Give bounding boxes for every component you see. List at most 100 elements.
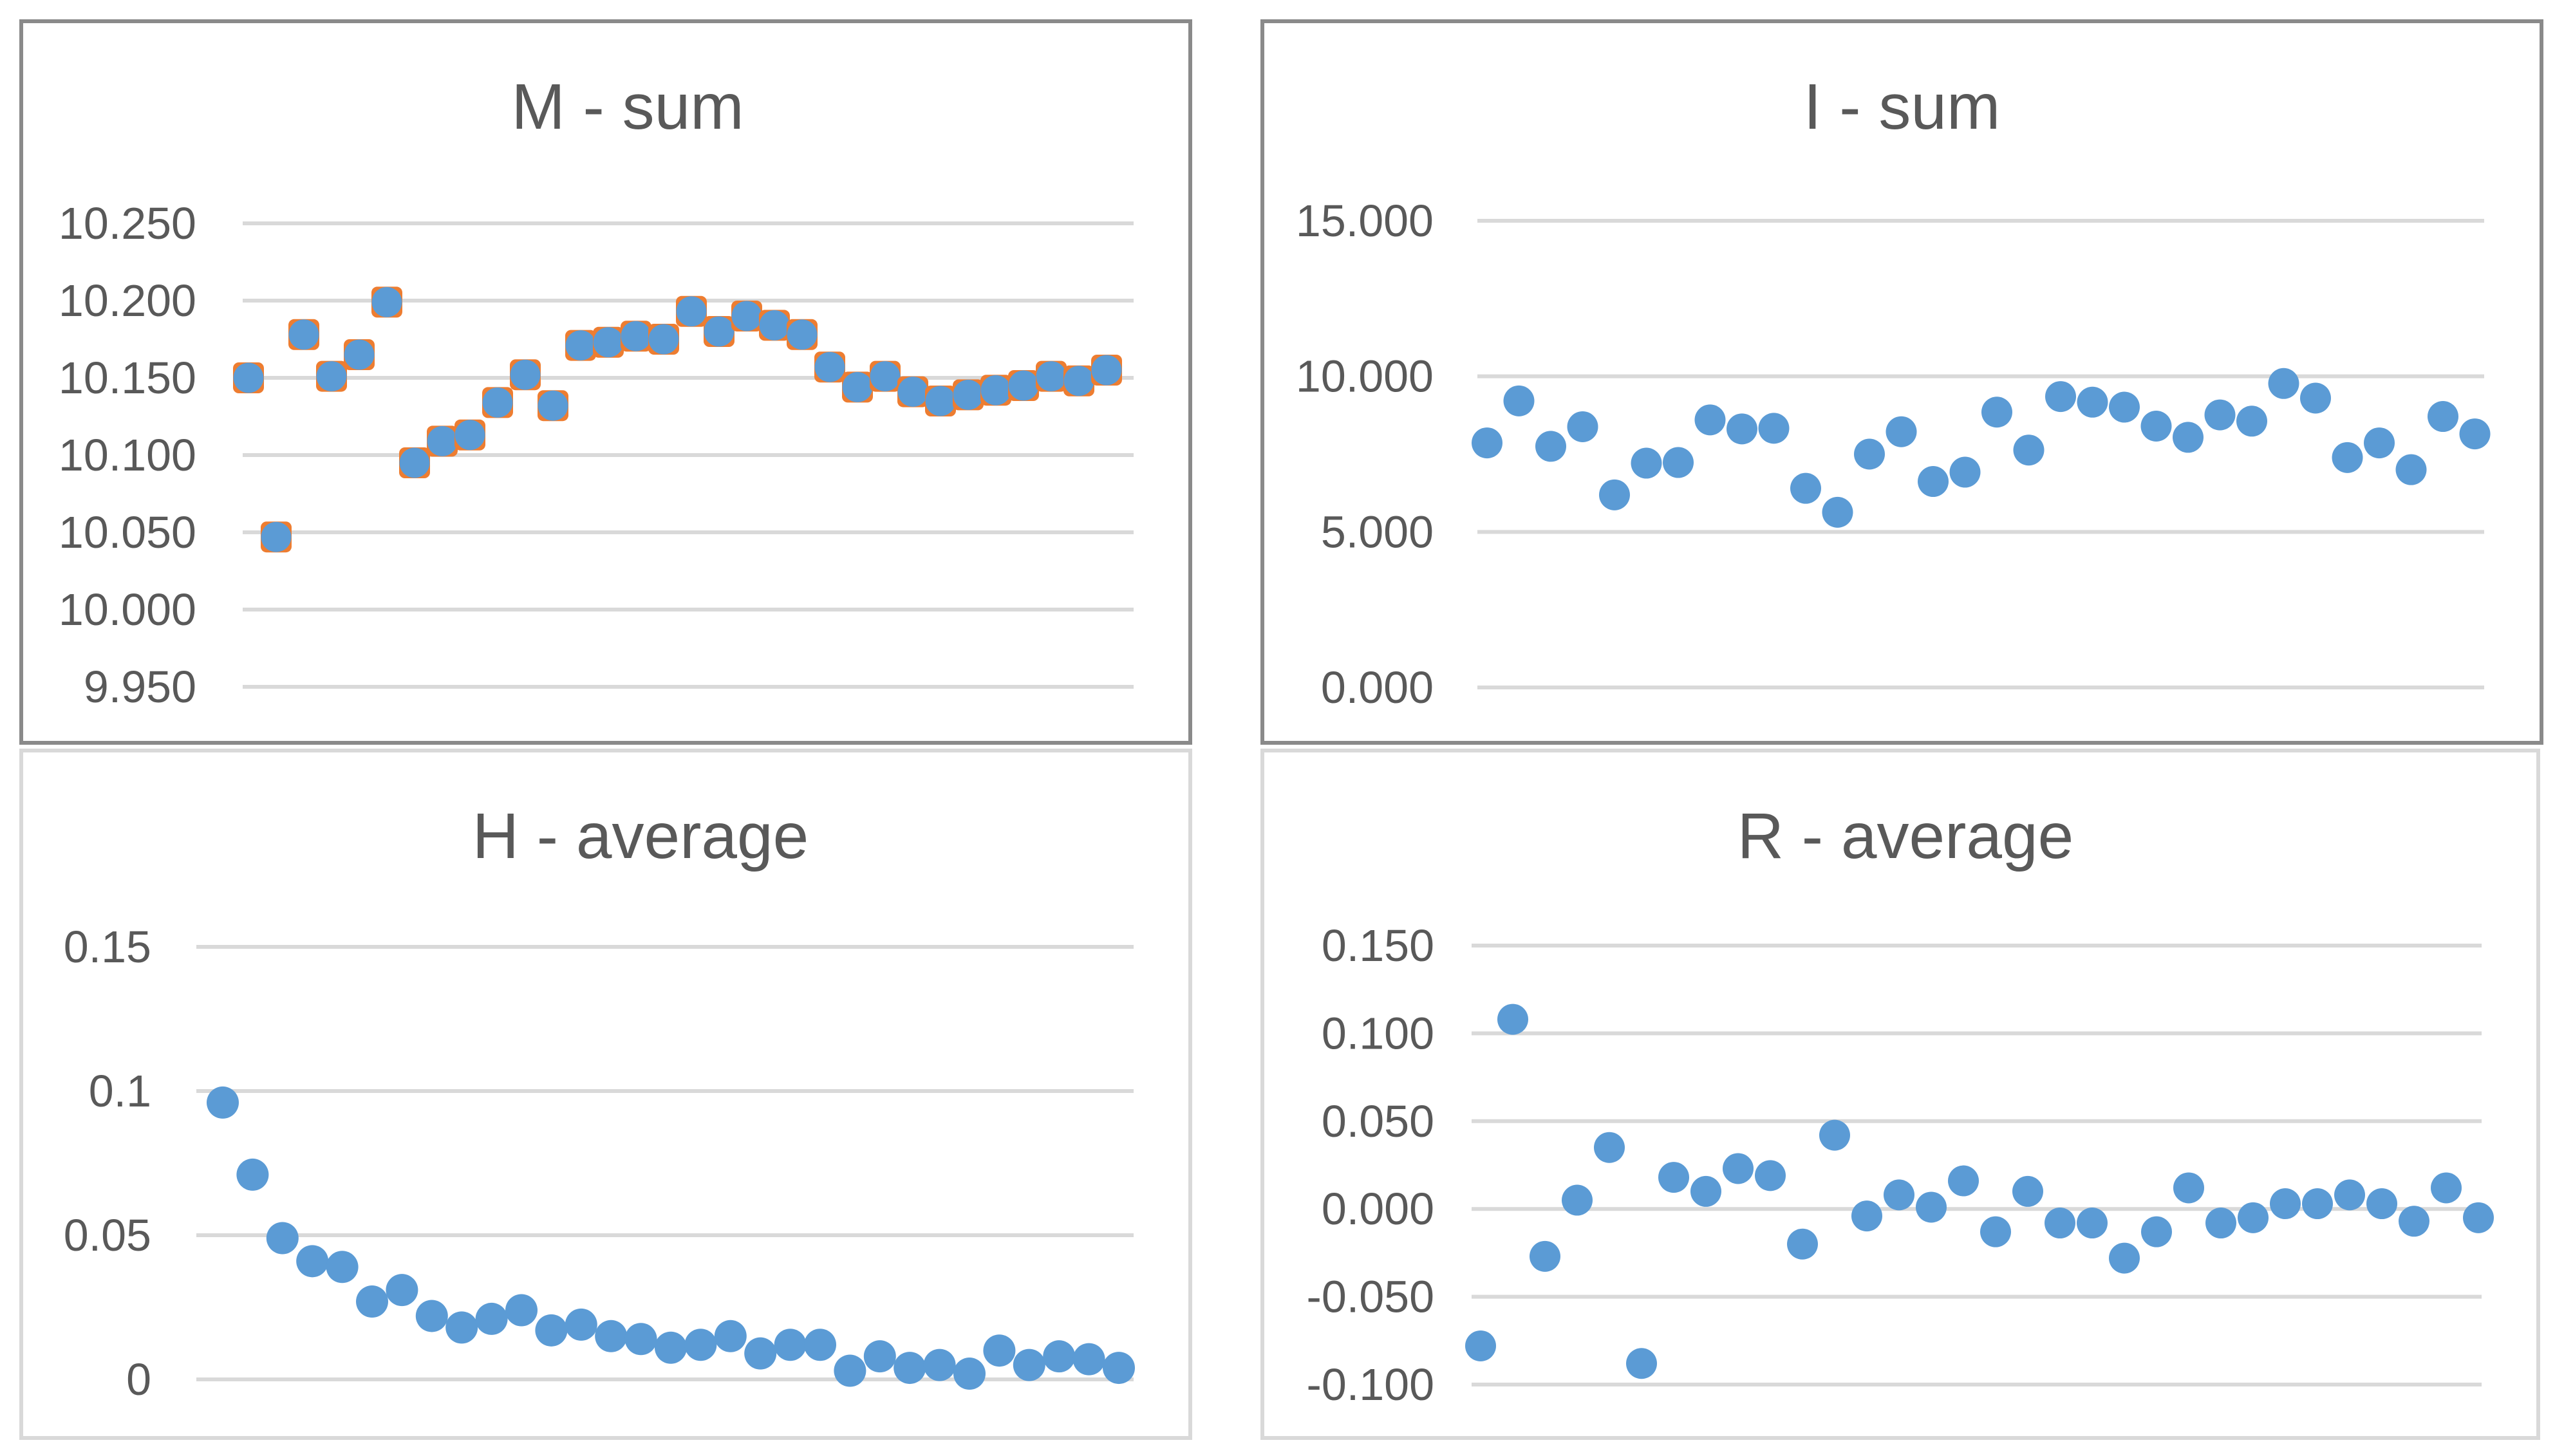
chart-r-average[interactable]: 0.150 0.100 0.050 0.000 -0.050 -0.100 R - ave… (1260, 749, 2540, 1440)
chart-m-sum[interactable]: 10.250 10.200 10.150 10.100 10.050 10.000 9.95… (19, 19, 1192, 745)
chart-title-m-sum: M - sum (511, 71, 744, 143)
data-point-marker (475, 1302, 508, 1335)
y-axis-tick-label: 15.000 (1296, 196, 1434, 246)
data-point-marker (2270, 1188, 2301, 1220)
data-point-marker (2364, 427, 2395, 459)
y-axis-tick-label: 10.050 (59, 507, 196, 557)
data-point-marker (624, 1323, 657, 1356)
data-point-marker (288, 319, 319, 350)
data-point-marker (1787, 1228, 1818, 1260)
data-point-marker (2173, 422, 2204, 453)
chart-title-h-average: H - average (472, 800, 809, 872)
chart-r-average-plot: 0.150 0.100 0.050 0.000 -0.050 -0.100 (1260, 749, 2540, 1440)
y-axis-tick-label: 0.000 (1322, 1184, 1434, 1234)
data-point-marker (1854, 438, 1885, 470)
data-point-marker (399, 447, 430, 478)
data-point-marker (2077, 1208, 2108, 1239)
data-point-marker (648, 324, 679, 355)
data-point-marker (842, 371, 873, 402)
y-axis-tick-label: 10.150 (59, 353, 196, 403)
data-point-marker (1755, 1160, 1786, 1191)
data-point-marker (744, 1337, 777, 1370)
data-point-marker (2012, 1175, 2043, 1207)
data-point-marker (870, 361, 901, 392)
data-point-marker (565, 330, 596, 361)
data-point-marker (1036, 361, 1067, 392)
data-point-marker (1790, 472, 1821, 504)
chart-panel-border (1260, 749, 2540, 1440)
data-point-marker (2045, 1208, 2075, 1239)
data-point-marker (2459, 418, 2491, 450)
data-point-marker (2300, 382, 2331, 414)
data-point-marker (1948, 1165, 1979, 1197)
data-point-marker (1091, 355, 1122, 386)
y-axis-tick-label: -0.050 (1307, 1272, 1434, 1322)
data-point-marker (356, 1285, 388, 1318)
data-point-marker (1658, 1162, 1689, 1193)
data-point-marker (1981, 397, 2012, 428)
chart-title-r-average: R - average (1737, 800, 2074, 872)
data-point-marker (1980, 1216, 2011, 1247)
data-point-marker (1472, 427, 1502, 459)
data-point-marker (1567, 411, 1598, 442)
data-point-marker (1884, 1179, 1914, 1211)
data-point-marker (1497, 1003, 1528, 1035)
data-point-marker (2141, 1216, 2172, 1247)
data-point-marker (2109, 1242, 2140, 1274)
data-point-marker (1663, 447, 1694, 478)
data-point-marker (1886, 416, 1917, 447)
data-point-marker (2236, 406, 2267, 437)
data-point-marker (2431, 1172, 2462, 1204)
data-point-marker (1690, 1175, 1721, 1207)
data-point-marker (2395, 454, 2427, 485)
data-point-marker (1535, 431, 1566, 462)
data-point-marker (1758, 413, 1790, 444)
data-point-marker (1949, 456, 1981, 488)
data-point-marker (2045, 381, 2076, 413)
data-point-marker (2332, 442, 2363, 473)
data-point-marker (2399, 1206, 2429, 1237)
chart-panel-border (19, 749, 1192, 1440)
y-axis-tick-label: 10.000 (1296, 351, 1434, 402)
data-point-marker (371, 286, 402, 317)
data-point-marker (953, 1358, 986, 1390)
chart-m-sum-plot: 10.250 10.200 10.150 10.100 10.050 10.000 9.95… (19, 19, 1192, 745)
data-point-marker (538, 390, 568, 421)
data-point-marker (1008, 370, 1039, 401)
y-axis-tick-label: 0.150 (1322, 920, 1434, 971)
data-point-marker (482, 387, 513, 418)
data-point-marker (2173, 1172, 2204, 1204)
data-point-marker (814, 351, 845, 382)
data-point-marker (894, 1352, 926, 1385)
data-point-marker (1063, 366, 1094, 397)
data-point-marker (1043, 1340, 1076, 1373)
y-axis-tick-label: 5.000 (1321, 507, 1434, 557)
data-point-marker (2238, 1202, 2269, 1233)
chart-h-average[interactable]: 0.15 0.1 0.05 0 H - average (19, 749, 1192, 1440)
data-point-marker (1465, 1330, 1496, 1361)
data-point-marker (787, 319, 818, 350)
data-point-marker (2334, 1179, 2365, 1211)
data-point-marker (595, 1320, 628, 1352)
data-point-marker (427, 425, 458, 456)
data-point-marker (983, 1334, 1016, 1367)
y-axis-tick-label: 10.000 (59, 584, 196, 635)
data-point-marker (980, 375, 1011, 406)
data-point-marker (897, 377, 928, 407)
data-point-marker (1503, 385, 1535, 416)
data-point-marker (1562, 1184, 1593, 1216)
data-point-marker (1530, 1240, 1560, 1272)
data-point-marker (510, 359, 541, 390)
data-point-marker (454, 420, 485, 451)
data-point-marker (1103, 1352, 1135, 1385)
data-point-marker (2077, 386, 2108, 418)
data-point-marker (2268, 368, 2299, 399)
data-point-marker (2205, 1208, 2236, 1239)
data-point-marker (684, 1329, 717, 1361)
chart-i-sum[interactable]: 15.000 10.000 5.000 0.000 I - sum (1260, 19, 2543, 745)
y-axis-tick-label: 0.1 (89, 1066, 151, 1116)
y-axis-tick-label: 0.000 (1321, 662, 1434, 713)
data-point-marker (2204, 399, 2236, 431)
data-point-marker (925, 386, 956, 416)
